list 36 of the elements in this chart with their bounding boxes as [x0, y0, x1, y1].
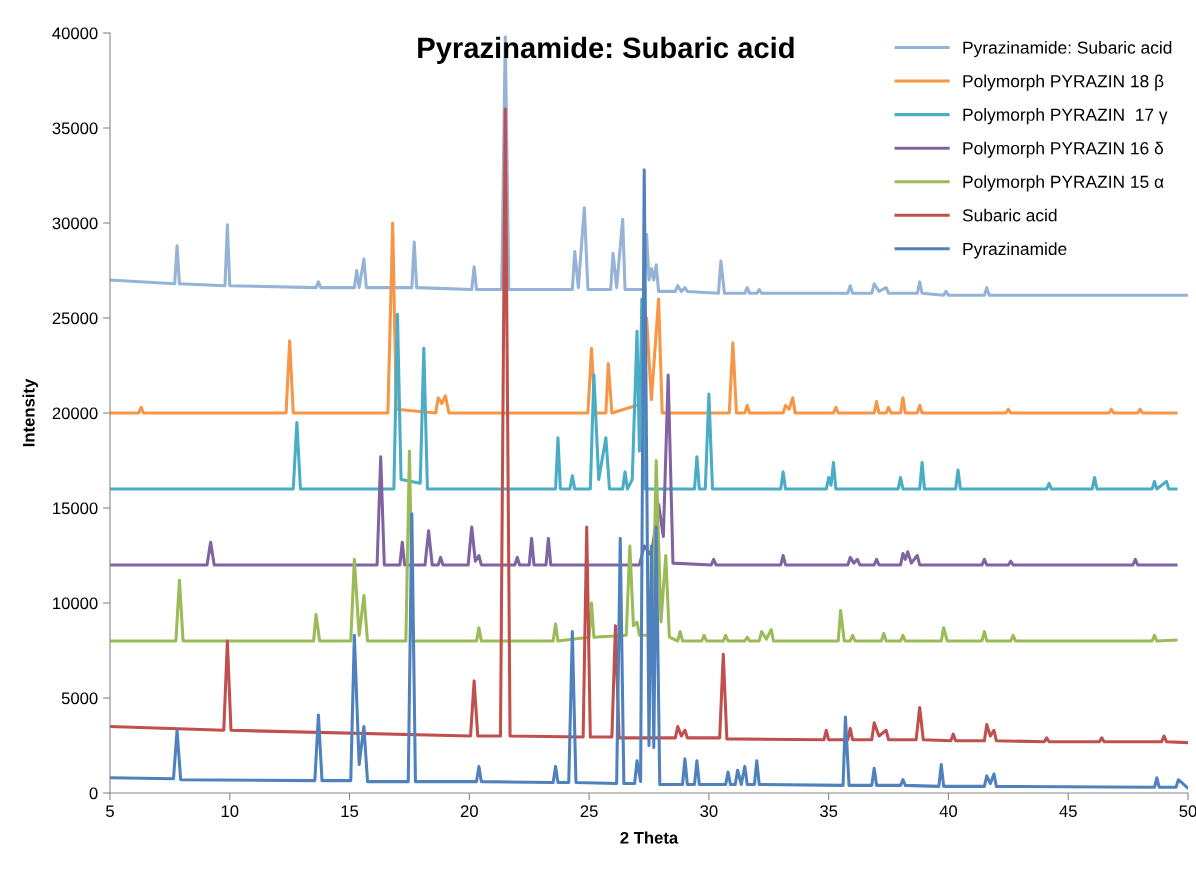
y-tick-label: 15000 — [53, 502, 98, 515]
x-tick-label: 15 — [341, 805, 359, 818]
x-tick-label: 30 — [700, 805, 718, 818]
line-series — [110, 107, 1188, 745]
x-tick-label: 10 — [221, 805, 239, 818]
x-tick-label: 40 — [939, 805, 958, 818]
x-tick-label: 5 — [106, 805, 114, 818]
line-series — [110, 449, 1178, 643]
x-tick-label: 25 — [580, 805, 598, 818]
x-tick-label: 20 — [460, 805, 478, 818]
line-series — [110, 168, 1188, 790]
y-tick-label: 30000 — [52, 217, 98, 230]
y-tick-label: 0 — [89, 787, 98, 800]
x-axis-title: 2 Theta — [620, 831, 679, 844]
legend-label: Pyrazinamide: Subaric acid — [963, 41, 1172, 58]
legend-label: Pyrazinamide — [963, 242, 1067, 259]
legend-label: Subaric acid — [962, 208, 1057, 222]
y-tick-label: 35000 — [52, 122, 98, 135]
y-tick-label: 10000 — [53, 597, 98, 610]
line-series — [110, 221, 1178, 415]
x-tick-label: 50 — [1179, 805, 1196, 818]
legend-label: Polymorph PYRAZIN 18 β — [963, 74, 1164, 91]
legend-label: Polymorph PYRAZIN 17 γ — [963, 108, 1168, 125]
y-tick-label: 5000 — [61, 692, 98, 705]
y-axis-title: Intensity — [22, 378, 38, 447]
x-tick-label: 45 — [1059, 805, 1077, 818]
chart-title: Pyrazinamide: Subaric acid — [418, 36, 794, 64]
y-tick-label: 25000 — [52, 312, 98, 325]
y-tick-label: 20000 — [52, 407, 98, 420]
line-series — [110, 297, 1178, 491]
x-tick-label: 35 — [820, 805, 838, 818]
legend-label: Polymorph PYRAZIN 15 α — [963, 175, 1164, 192]
line-series — [110, 35, 1188, 297]
y-tick-label: 40000 — [52, 27, 98, 40]
line-series — [110, 373, 1178, 567]
legend-label: Polymorph PYRAZIN 16 δ — [963, 141, 1163, 158]
